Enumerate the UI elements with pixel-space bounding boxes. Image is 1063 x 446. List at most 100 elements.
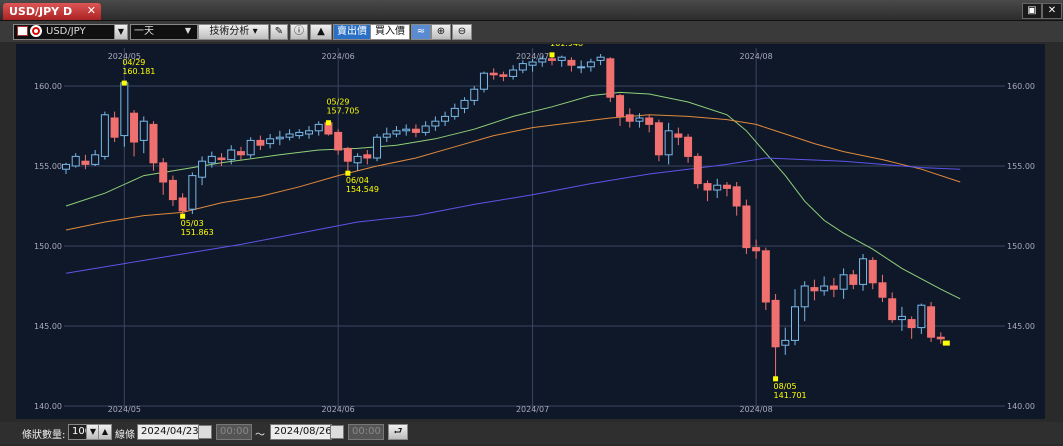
candle-down: [236, 151, 245, 156]
candle-down: [878, 282, 887, 298]
month-labels: 2024/05 2024/05 2024/06 2024/06 2024/07 2024/…: [108, 52, 773, 414]
annotation-value: 157.705: [326, 107, 359, 116]
candle-up: [285, 133, 294, 138]
count-up-icon[interactable]: ▲: [98, 424, 112, 440]
candle-down: [81, 160, 90, 165]
restore-icon[interactable]: ▣: [1022, 3, 1042, 19]
candle-up: [917, 304, 926, 329]
period-dropdown-icon[interactable]: ▼: [184, 26, 192, 35]
y-tick-left: 145.00: [34, 322, 62, 331]
annotation-value: 154.549: [346, 185, 379, 194]
candle-up: [791, 306, 799, 341]
candle-up: [441, 115, 450, 122]
candle-down: [256, 139, 265, 146]
annotation-marker: [180, 213, 186, 219]
candle-up: [820, 285, 829, 292]
month-label-bottom: 2024/08: [740, 405, 773, 414]
candle-up: [897, 315, 906, 321]
zoom-out-icon[interactable]: ⊖: [452, 24, 472, 40]
date-from-input[interactable]: 2024/04/23: [137, 424, 199, 440]
candle-up: [198, 160, 207, 178]
count-label: 條狀數量:: [22, 430, 66, 441]
candle-down: [110, 117, 119, 138]
candle-up: [538, 58, 547, 63]
calendar-to-icon[interactable]: [330, 425, 344, 439]
date-from-value: 2024/04/23: [141, 426, 199, 437]
candle-up: [392, 130, 401, 135]
candle-down: [674, 133, 683, 138]
date-to-input[interactable]: 2024/08/26: [270, 424, 332, 440]
candle-up: [275, 136, 284, 140]
moving-averages: [65, 91, 961, 300]
candle-up: [139, 120, 148, 141]
candle-up: [266, 138, 275, 145]
ask-button[interactable]: 買入價: [370, 24, 410, 40]
candle-up: [207, 155, 216, 164]
candle-down: [761, 250, 770, 303]
candle-up: [528, 61, 537, 66]
candle-up: [421, 125, 430, 133]
candle-up: [577, 66, 586, 69]
toolbar: USD/JPY ▼ 一天 ▼ 技術分析 ▾ ✎ ⓘ ▲ 賣出價 買入價 ≈ ⊕ …: [0, 21, 1063, 42]
jp-flag-icon: [30, 25, 42, 37]
candle-down: [625, 114, 634, 122]
y-tick-right: 155.00: [1007, 162, 1035, 171]
candle-up: [635, 117, 644, 122]
window-close-icon[interactable]: ✕: [1042, 3, 1062, 19]
y-tick-right: 160.00: [1007, 82, 1035, 91]
pencil-icon[interactable]: ✎: [270, 24, 288, 40]
last-price-marker: [942, 340, 950, 346]
candle-up: [470, 88, 479, 101]
candle-down: [343, 147, 352, 162]
candle-up: [509, 69, 518, 77]
candle-up: [373, 136, 382, 159]
tab-close-icon[interactable]: ✕: [86, 4, 96, 17]
candle-down: [499, 74, 508, 77]
candle-up: [91, 154, 100, 165]
annotation-date: 08/05: [774, 382, 797, 391]
candle-up: [314, 123, 323, 132]
technical-button[interactable]: 技術分析 ▾: [198, 24, 269, 40]
month-label-top: 2024/07: [516, 52, 549, 61]
symbol-dropdown-icon[interactable]: ▼: [114, 24, 128, 40]
bid-label: 賣出價: [337, 26, 367, 37]
candle-up: [713, 184, 722, 191]
count-value: 100: [72, 426, 92, 437]
bid-button[interactable]: 賣出價: [333, 24, 373, 40]
ma-long-line: [65, 157, 961, 274]
period-value: 一天: [134, 26, 154, 37]
refresh-icon[interactable]: ⮐: [388, 424, 408, 440]
candle-down: [645, 117, 654, 125]
candlestick-chart[interactable]: 2024/05 2024/05 2024/06 2024/06 2024/07 2024/…: [16, 44, 1045, 419]
annotation-value: 151.863: [181, 228, 214, 237]
symbol-value: USD/JPY: [46, 26, 86, 37]
period-select[interactable]: 一天: [130, 24, 198, 40]
candle-down: [684, 136, 693, 157]
y-tick-left: 150.00: [34, 242, 62, 251]
symbol-select[interactable]: USD/JPY: [13, 24, 121, 40]
candle-down: [907, 319, 916, 329]
annotation-marker: [773, 376, 779, 382]
y-tick-left: 140.00: [34, 402, 62, 411]
us-flag-icon: [17, 26, 28, 36]
candle-down: [130, 112, 139, 143]
candle-up: [664, 130, 673, 156]
info-icon[interactable]: ⓘ: [290, 24, 308, 40]
y-axis-labels: 160.00 160.00 155.00 155.00 150.00 150.00 145.…: [34, 82, 1035, 411]
candle-down: [178, 197, 187, 212]
candle-down: [936, 336, 945, 340]
ma-short-line: [65, 91, 961, 300]
time-from-value: 00:00: [220, 426, 249, 437]
zoom-in-icon[interactable]: ⊕: [431, 24, 451, 40]
time-to-value: 00:00: [352, 426, 381, 437]
chart-type-icon[interactable]: ▲: [310, 24, 332, 40]
y-tick-right: 140.00: [1007, 402, 1035, 411]
candle-up: [859, 258, 868, 285]
jap-icon[interactable]: ≈: [411, 24, 431, 40]
calendar-from-icon[interactable]: [198, 425, 212, 439]
candle-up: [450, 107, 459, 117]
candle-down: [149, 123, 158, 164]
month-label-bottom: 2024/07: [516, 405, 549, 414]
ma-mid-line: [65, 114, 961, 231]
chart-tab[interactable]: USD/JPY D ✕: [3, 3, 101, 20]
